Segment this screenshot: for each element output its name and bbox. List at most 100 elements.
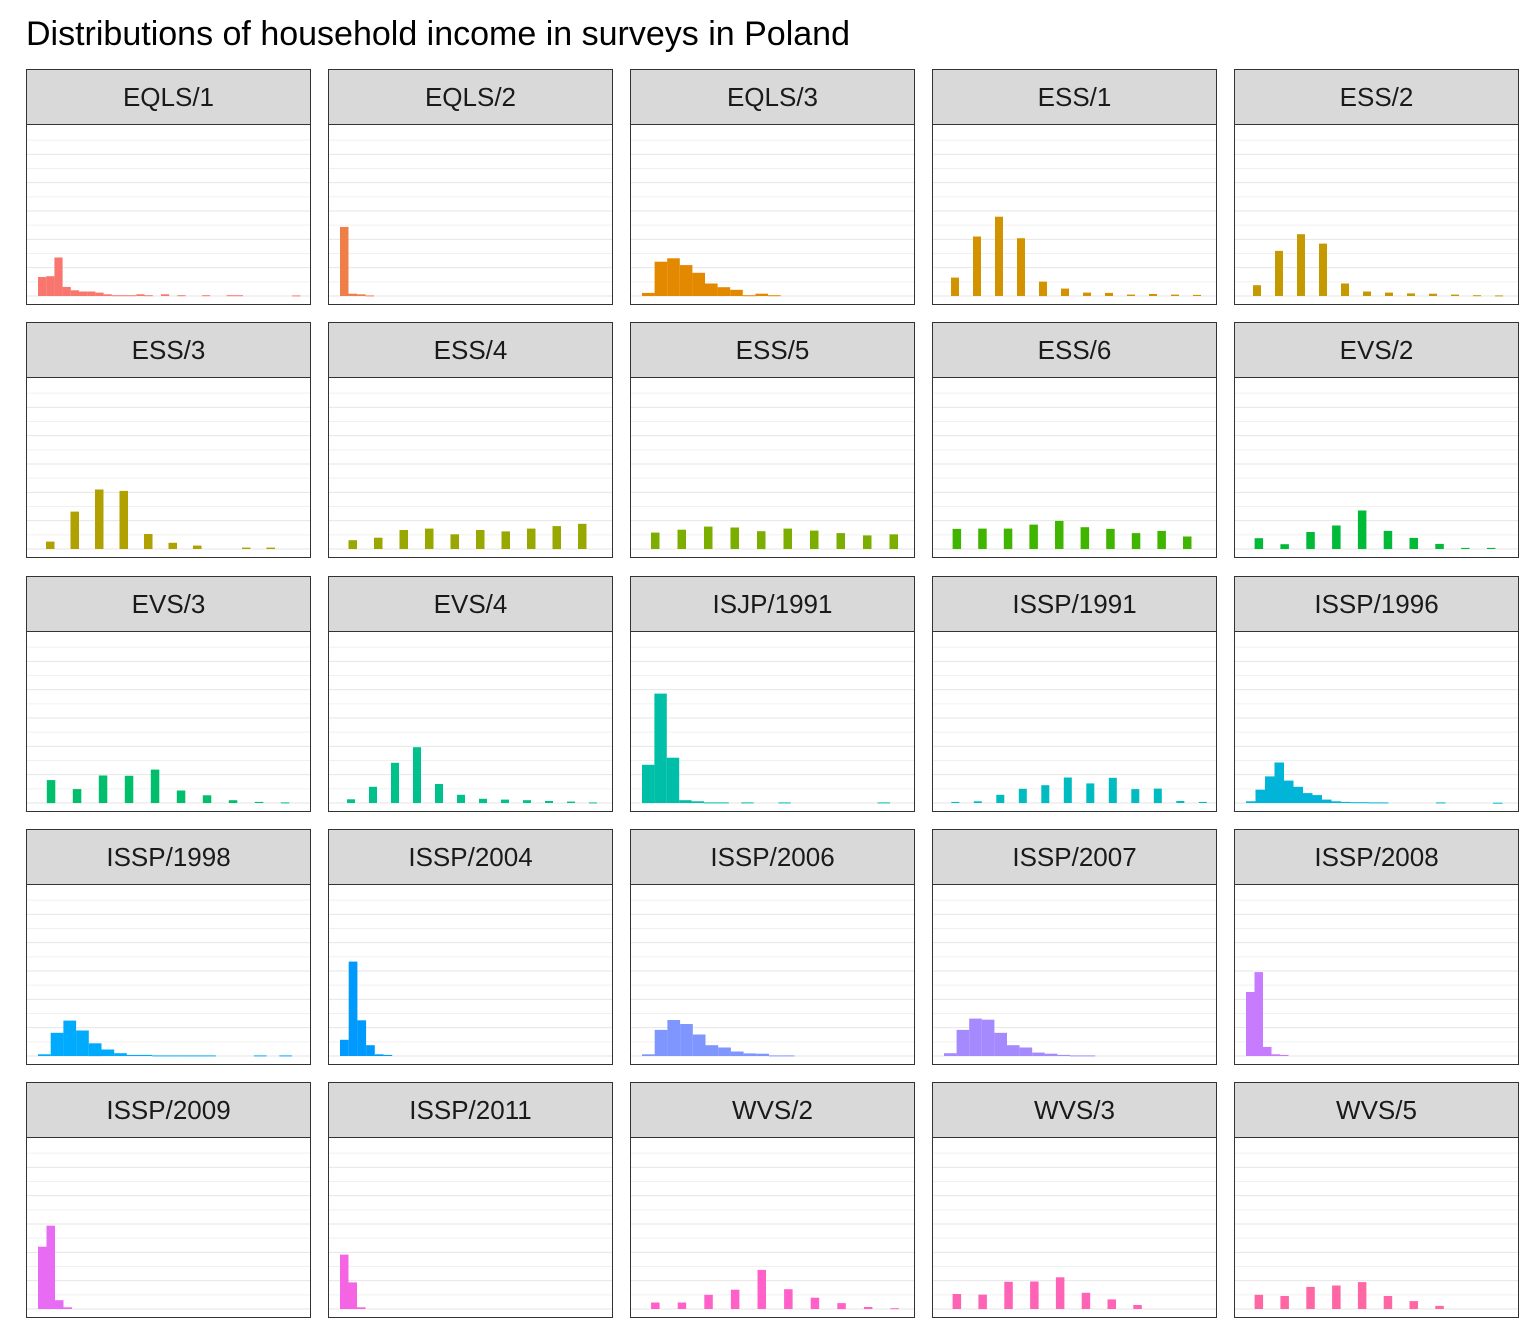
histogram-bar — [228, 800, 238, 803]
histogram-bar — [1486, 547, 1496, 549]
facet-panel: ISSP/2008 — [1234, 829, 1519, 1065]
facet-strip-label: EQLS/3 — [630, 69, 915, 125]
histogram-svg — [1235, 139, 1518, 297]
histogram-svg — [329, 646, 612, 804]
histogram-bar — [280, 802, 290, 804]
histogram-bar — [399, 530, 408, 549]
histogram-bar — [1319, 243, 1327, 296]
facet-panel: ISSP/2007 — [932, 829, 1217, 1065]
histogram-bar — [952, 528, 962, 549]
histogram-bar — [1322, 799, 1332, 803]
histogram-bar — [1363, 291, 1371, 296]
histogram-bar — [165, 1055, 178, 1057]
histogram-bar — [969, 1018, 982, 1056]
histogram-bar — [1254, 972, 1263, 1056]
histogram-svg — [631, 139, 914, 297]
facet-strip-label: ISSP/1991 — [932, 576, 1217, 632]
histogram-bar — [369, 786, 377, 803]
histogram-bar — [981, 1019, 995, 1056]
histogram-bar — [38, 1246, 47, 1309]
histogram-bar — [126, 1054, 140, 1056]
histogram-bar — [578, 523, 587, 549]
histogram-bar — [1303, 793, 1313, 803]
histogram-bar — [95, 292, 104, 296]
facet-strip-label: EVS/4 — [328, 576, 613, 632]
histogram-svg — [27, 392, 310, 550]
histogram-bar — [1131, 789, 1140, 803]
facet-panel: ISSP/2011 — [328, 1082, 613, 1318]
histogram-bar — [357, 294, 366, 296]
histogram-bar — [374, 1054, 384, 1056]
facet-plot-area — [26, 631, 311, 812]
histogram-bar — [705, 283, 718, 296]
facet-plot-area — [1234, 377, 1519, 558]
histogram-bar — [1435, 543, 1444, 549]
histogram-bar — [226, 295, 235, 297]
histogram-bar — [62, 286, 71, 296]
facet-strip-label: ISSP/2006 — [630, 829, 915, 885]
histogram-bar — [667, 1020, 681, 1056]
histogram-bar — [677, 1302, 687, 1309]
histogram-svg — [27, 646, 310, 804]
facet-plot-area — [1234, 124, 1519, 305]
histogram-bar — [995, 216, 1003, 296]
histogram-bar — [978, 1294, 987, 1310]
histogram-bar — [365, 295, 374, 297]
facet-plot-area — [328, 884, 613, 1065]
histogram-bar — [730, 289, 743, 296]
histogram-bar — [450, 534, 459, 549]
facet-strip-label: ESS/3 — [26, 322, 311, 378]
histogram-bar — [877, 802, 890, 804]
facet-panel: ISSP/1991 — [932, 576, 1217, 812]
facet-panel: ESS/3 — [26, 322, 311, 558]
histogram-bar — [357, 1307, 366, 1309]
histogram-bar — [863, 1307, 873, 1309]
histogram-bar — [476, 530, 485, 549]
histogram-bar — [1271, 1054, 1280, 1056]
histogram-bar — [742, 295, 756, 297]
histogram-bar — [292, 295, 301, 297]
histogram-bar — [150, 769, 160, 803]
histogram-bar — [120, 295, 129, 297]
histogram-bar — [704, 526, 713, 549]
histogram-bar — [642, 764, 655, 804]
histogram-bar — [1171, 294, 1179, 296]
histogram-bar — [1082, 1055, 1096, 1057]
facet-plot-area — [1234, 1137, 1519, 1318]
histogram-bar — [1436, 802, 1446, 804]
histogram-bar — [973, 236, 981, 296]
histogram-bar — [340, 1254, 349, 1309]
histogram-bar — [340, 226, 349, 296]
histogram-bar — [1083, 292, 1091, 296]
facet-strip-label: ESS/2 — [1234, 69, 1519, 125]
facet-panel: ESS/4 — [328, 322, 613, 558]
histogram-bar — [1107, 1299, 1116, 1309]
facet-plot-area — [1234, 631, 1519, 812]
histogram-bar — [161, 294, 170, 296]
histogram-bar — [545, 801, 553, 803]
histogram-bar — [119, 490, 128, 549]
histogram-bar — [55, 1300, 64, 1309]
histogram-bar — [348, 540, 357, 549]
histogram-bar — [425, 528, 434, 549]
facet-strip-label: WVS/3 — [932, 1082, 1217, 1138]
histogram-svg — [329, 392, 612, 550]
histogram-svg — [27, 1152, 310, 1310]
histogram-svg — [329, 899, 612, 1057]
facet-plot-area — [26, 1137, 311, 1318]
histogram-bar — [769, 1055, 782, 1057]
histogram-bar — [1055, 520, 1064, 549]
histogram-bar — [357, 1020, 367, 1056]
histogram-bar — [1473, 295, 1481, 297]
histogram-bar — [1106, 528, 1115, 549]
histogram-bar — [501, 531, 510, 549]
histogram-bar — [168, 542, 177, 549]
histogram-bar — [705, 1045, 719, 1056]
facet-strip-label: ESS/1 — [932, 69, 1217, 125]
histogram-bar — [1017, 238, 1025, 296]
histogram-bar — [1044, 1053, 1058, 1056]
histogram-svg — [933, 646, 1216, 804]
histogram-bar — [836, 533, 845, 549]
facet-strip-label: ISJP/1991 — [630, 576, 915, 632]
histogram-bar — [348, 961, 358, 1056]
